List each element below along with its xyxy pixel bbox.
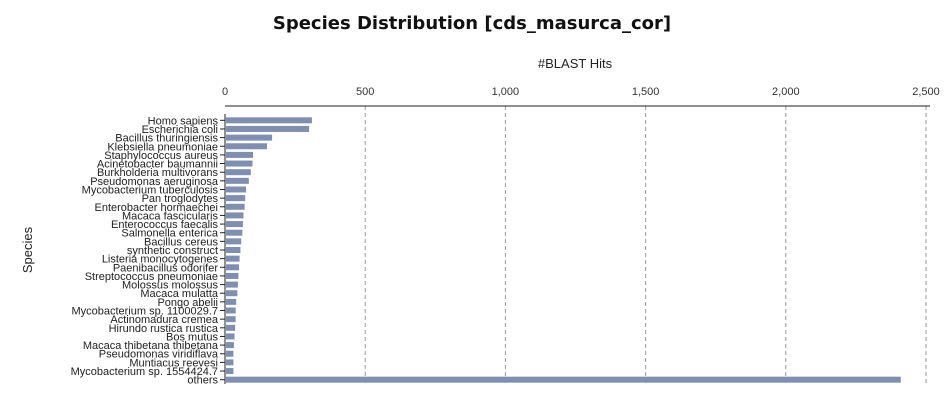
bar [226,350,234,357]
x-tick-label: 500 [356,86,374,98]
bar [226,203,245,210]
bar [226,177,249,184]
category-label: Macaca mulatta [140,288,219,300]
chart-title: Species Distribution [cds_masurca_cor] [273,13,671,34]
bar [226,376,901,383]
bar [226,281,238,288]
bar [226,272,239,279]
category-label: Macaca fascicularis [122,210,218,222]
x-axis-ticks: 0 500 1,000 1,500 2,000 2,500 [222,86,940,98]
bar [226,221,243,228]
category-label: Pongo abelii [157,297,218,309]
category-label: Actinomadura cremea [110,314,218,326]
category-label: Bacillus cereus [144,236,218,248]
x-tick-label: 1,000 [492,86,520,98]
grid-lines [364,106,927,386]
bar [226,169,251,176]
category-label: Homo sapiens [148,115,219,127]
x-tick-label: 1,500 [632,86,660,98]
category-label: Mycobacterium sp. 1100029.7 [71,306,218,318]
category-label: Pseudomonas viridiflava [99,349,219,361]
bar [226,316,236,323]
category-label: Bos mutus [166,331,218,343]
category-label: Staphylococcus aureus [104,150,218,162]
category-label: Pseudomonas aeruginosa [90,176,219,188]
x-axis-label: #BLAST Hits [538,56,613,71]
bar [226,134,273,141]
bar [226,117,312,124]
bar [226,238,242,245]
category-label: Escherichia coli [142,124,218,136]
category-label: Acinetobacter baumannii [97,159,218,171]
category-label: Mycobacterium sp. 1554424.7 [71,366,218,378]
bar [226,143,268,150]
category-label: Bacillus thuringiensis [115,133,218,145]
bar [226,307,236,314]
category-label: Molossus molossus [122,280,218,292]
bar [226,333,235,340]
category-label: Macaca thibetana thibetana [83,340,219,352]
bar [226,290,238,297]
category-label: Mycobacterium tuberculosis [82,184,219,196]
category-label: synthetic construct [127,245,218,257]
category-label: others [187,375,218,387]
bar [226,247,241,253]
bar [226,255,240,262]
category-label: Hirundo rustica rustica [109,323,219,335]
category-label: Listeria monocytogenes [102,254,219,266]
category-label: Salmonella enterica [121,228,218,240]
category-label: Muntiacus reevesi [129,357,218,369]
bar [226,160,253,167]
x-tick-label: 0 [222,86,228,98]
bar [226,264,240,271]
category-label: Paenibacillus odorifer [113,262,219,274]
bar [226,298,237,305]
bar [226,368,234,375]
x-tick-label: 2,000 [772,86,800,98]
bar [226,195,246,202]
bar [226,324,236,331]
category-label: Enterococcus faecalis [111,219,218,231]
bar [226,359,234,366]
bar [226,151,254,158]
bar [226,186,247,193]
category-label: Streptococcus pneumoniae [85,271,218,283]
category-label: Klebsiella pneumoniae [107,141,218,153]
y-axis-label: Species [20,226,35,273]
bars [226,117,901,383]
category-label: Burkholderia multivorans [97,167,219,179]
bar [226,125,310,132]
bar [226,212,244,219]
category-label: Pan troglodytes [142,193,219,205]
x-tick-label: 2,500 [912,86,940,98]
bar [226,229,243,236]
bar [226,342,234,349]
category-label: Enterobacter hormaechei [94,202,218,214]
